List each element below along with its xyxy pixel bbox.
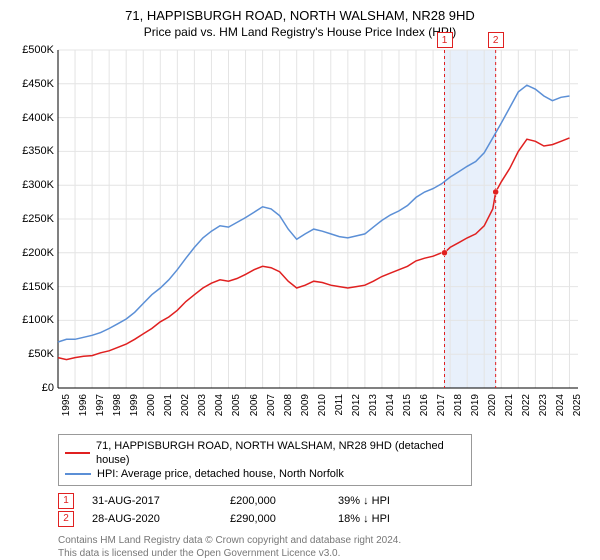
y-tick-label: £200K bbox=[10, 247, 54, 259]
x-tick-label: 2024 bbox=[555, 394, 566, 416]
footnote-line1: Contains HM Land Registry data © Crown c… bbox=[58, 534, 590, 547]
x-tick-label: 1997 bbox=[95, 394, 106, 416]
x-tick-label: 1999 bbox=[129, 394, 140, 416]
marker-date: 31-AUG-2017 bbox=[92, 492, 212, 510]
marker-badge: 1 bbox=[58, 493, 74, 509]
footnote-line2: This data is licensed under the Open Gov… bbox=[58, 547, 590, 560]
legend-item: HPI: Average price, detached house, Nort… bbox=[65, 467, 465, 481]
chart-svg bbox=[10, 44, 590, 428]
y-tick-label: £0 bbox=[10, 382, 54, 394]
y-tick-label: £150K bbox=[10, 281, 54, 293]
x-tick-label: 2022 bbox=[521, 394, 532, 416]
x-tick-label: 2014 bbox=[385, 394, 396, 416]
marker-row: 2 28-AUG-2020 £290,000 18% ↓ HPI bbox=[58, 510, 590, 528]
x-tick-label: 2021 bbox=[504, 394, 515, 416]
y-tick-label: £450K bbox=[10, 78, 54, 90]
x-tick-label: 1996 bbox=[78, 394, 89, 416]
chart-plot-wrapper: £0 £50K £100K £150K £200K £250K £300K £350K £400… bbox=[10, 44, 590, 428]
legend-swatch bbox=[65, 473, 91, 475]
marker-price: £290,000 bbox=[230, 510, 320, 528]
marker-pct: 39% ↓ HPI bbox=[338, 492, 448, 510]
x-tick-label: 2006 bbox=[249, 394, 260, 416]
plot-marker-badge: 1 bbox=[437, 32, 453, 48]
legend-swatch bbox=[65, 452, 90, 454]
x-tick-label: 1998 bbox=[112, 394, 123, 416]
y-tick-label: £500K bbox=[10, 44, 54, 56]
x-tick-label: 2012 bbox=[351, 394, 362, 416]
y-tick-label: £300K bbox=[10, 179, 54, 191]
legend-label: 71, HAPPISBURGH ROAD, NORTH WALSHAM, NR2… bbox=[96, 439, 465, 467]
y-tick-label: £100K bbox=[10, 314, 54, 326]
footnote: Contains HM Land Registry data © Crown c… bbox=[58, 534, 590, 560]
marker-row: 1 31-AUG-2017 £200,000 39% ↓ HPI bbox=[58, 492, 590, 510]
chart-title: 71, HAPPISBURGH ROAD, NORTH WALSHAM, NR2… bbox=[10, 8, 590, 24]
x-tick-label: 1995 bbox=[61, 394, 72, 416]
x-tick-label: 2023 bbox=[538, 394, 549, 416]
x-tick-label: 2002 bbox=[180, 394, 191, 416]
y-tick-label: £250K bbox=[10, 213, 54, 225]
x-tick-label: 2009 bbox=[300, 394, 311, 416]
x-tick-label: 2013 bbox=[368, 394, 379, 416]
y-tick-label: £400K bbox=[10, 112, 54, 124]
plot-marker-badge: 2 bbox=[488, 32, 504, 48]
x-tick-label: 2004 bbox=[214, 394, 225, 416]
x-tick-label: 2015 bbox=[402, 394, 413, 416]
x-tick-label: 2025 bbox=[572, 394, 583, 416]
marker-pct: 18% ↓ HPI bbox=[338, 510, 448, 528]
x-tick-label: 2008 bbox=[283, 394, 294, 416]
x-tick-label: 2003 bbox=[197, 394, 208, 416]
x-tick-label: 2011 bbox=[334, 394, 345, 416]
x-tick-label: 2000 bbox=[146, 394, 157, 416]
y-tick-label: £350K bbox=[10, 145, 54, 157]
x-tick-label: 2017 bbox=[436, 394, 447, 416]
legend-item: 71, HAPPISBURGH ROAD, NORTH WALSHAM, NR2… bbox=[65, 439, 465, 467]
chart-container: 71, HAPPISBURGH ROAD, NORTH WALSHAM, NR2… bbox=[0, 0, 600, 560]
marker-table: 1 31-AUG-2017 £200,000 39% ↓ HPI 2 28-AUG-202… bbox=[58, 492, 590, 528]
x-tick-label: 2016 bbox=[419, 394, 430, 416]
legend-label: HPI: Average price, detached house, Nort… bbox=[97, 467, 344, 481]
x-tick-label: 2010 bbox=[317, 394, 328, 416]
x-tick-label: 2001 bbox=[163, 394, 174, 416]
x-tick-label: 2020 bbox=[487, 394, 498, 416]
x-tick-label: 2019 bbox=[470, 394, 481, 416]
marker-badge: 2 bbox=[58, 511, 74, 527]
x-tick-label: 2007 bbox=[266, 394, 277, 416]
marker-date: 28-AUG-2020 bbox=[92, 510, 212, 528]
x-tick-label: 2005 bbox=[231, 394, 242, 416]
y-tick-label: £50K bbox=[10, 348, 54, 360]
legend-box: 71, HAPPISBURGH ROAD, NORTH WALSHAM, NR2… bbox=[58, 434, 472, 486]
x-tick-label: 2018 bbox=[453, 394, 464, 416]
marker-price: £200,000 bbox=[230, 492, 320, 510]
